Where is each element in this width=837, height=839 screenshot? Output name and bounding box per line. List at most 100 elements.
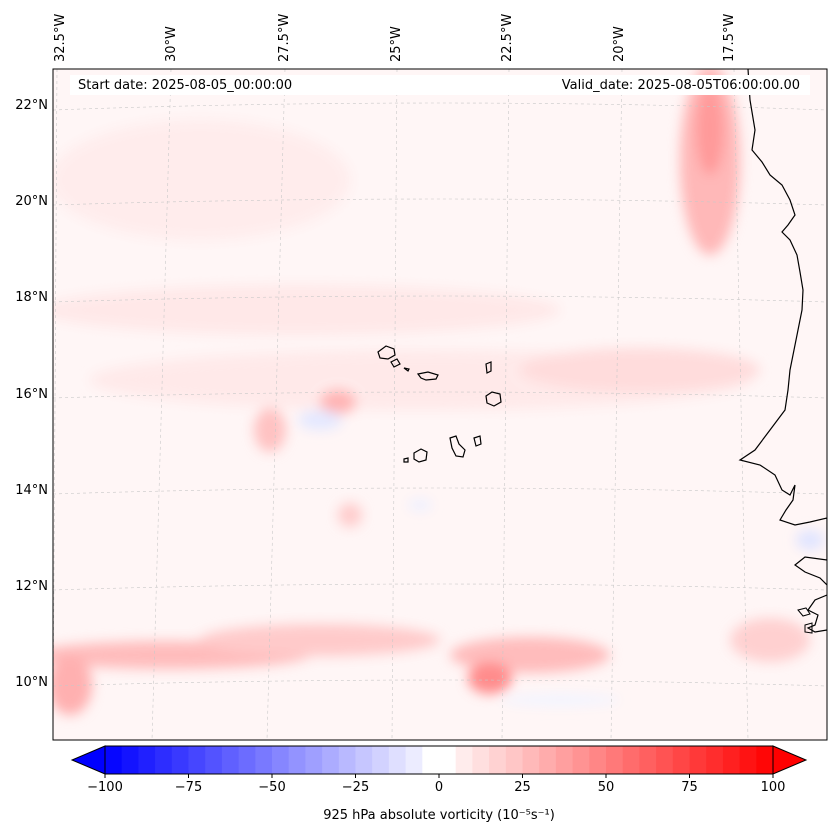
cape-verde-islands — [377, 345, 502, 463]
cb-tick-label-m25: −25 — [341, 780, 370, 795]
colorbar-segment — [372, 746, 390, 774]
vorticity-neg-4 — [500, 694, 620, 706]
colorbar-segment — [522, 746, 540, 774]
lat-label-10n: 10°N — [15, 675, 48, 690]
colorbar-segment — [606, 746, 624, 774]
cb-tick-label-50: 50 — [597, 780, 615, 795]
colorbar-ticks — [104, 774, 774, 778]
cb-tick-label-100: 100 — [760, 780, 786, 795]
vorticity-core-west — [53, 655, 92, 715]
africa-coastline-south — [806, 594, 827, 633]
colorbar-segment — [756, 746, 774, 774]
colorbar-segment — [689, 746, 707, 774]
colorbar-segment — [505, 746, 523, 774]
colorbar-extend-min — [70, 745, 106, 775]
colorbar — [70, 745, 808, 778]
colorbar-segment — [221, 746, 239, 774]
colorbar-segment — [238, 746, 256, 774]
cb-tick-label-m100: −100 — [87, 780, 123, 795]
cb-tick-label-m75: −75 — [174, 780, 203, 795]
colorbar-segment — [706, 746, 724, 774]
colorbar-segment — [455, 746, 473, 774]
vorticity-patch-cv2 — [254, 408, 286, 452]
colorbar-segment — [422, 746, 440, 774]
cb-tick-label-75: 75 — [681, 780, 698, 795]
vorticity-band-south-mid — [200, 624, 440, 656]
island-sao-vicente — [390, 358, 401, 368]
island-maio — [473, 435, 482, 447]
island-santo-antao — [377, 345, 396, 360]
colorbar-segment — [656, 746, 674, 774]
vorticity-patch-cv1 — [320, 390, 356, 414]
colorbar-segment — [105, 746, 123, 774]
island-sal — [485, 361, 492, 374]
island-brava — [403, 457, 409, 463]
island-santiago — [449, 435, 466, 458]
colorbar-segment — [255, 746, 273, 774]
colorbar-label: 925 hPa absolute vorticity (10⁻⁵s⁻¹) — [323, 808, 555, 823]
colorbar-segment — [739, 746, 757, 774]
colorbar-segment — [188, 746, 206, 774]
lat-label-14n: 14°N — [15, 483, 48, 498]
vorticity-band-east — [520, 348, 760, 392]
valid-date-text: Valid_date: 2025-08-05T06:00:00.00 — [561, 78, 800, 93]
colorbar-segment — [171, 746, 189, 774]
colorbar-segment — [288, 746, 306, 774]
vorticity-core-south — [468, 662, 512, 694]
lat-label-12n: 12°N — [15, 579, 48, 594]
colorbar-segment — [405, 746, 423, 774]
island-santa-luzia — [403, 367, 410, 372]
lon-label-32-5w: 32.5°W — [53, 13, 68, 62]
island-fogo — [413, 448, 428, 463]
vorticity-patch-nw — [53, 120, 350, 240]
colorbar-extend-max — [772, 745, 808, 775]
colorbar-segment — [322, 746, 340, 774]
colorbar-segment — [355, 746, 373, 774]
lon-label-17-5w: 17.5°W — [722, 13, 737, 62]
colorbar-segment — [138, 746, 156, 774]
colorbar-segment — [338, 746, 356, 774]
lat-label-16n: 16°N — [15, 387, 48, 402]
africa-coastline — [738, 69, 827, 586]
vorticity-patch-se — [730, 618, 810, 662]
colorbar-segments — [105, 746, 774, 774]
lat-label-20n: 20°N — [15, 194, 48, 209]
colorbar-segment — [388, 746, 406, 774]
header-strip — [70, 75, 810, 95]
lon-label-22-5w: 22.5°W — [500, 13, 515, 62]
vorticity-neg-2 — [796, 530, 824, 550]
start-date-text: Start date: 2025-08-05_00:00:00 — [78, 78, 293, 93]
colorbar-segment — [539, 746, 557, 774]
lon-label-27-5w: 27.5°W — [277, 13, 292, 62]
colorbar-segment — [439, 746, 457, 774]
colorbar-segment — [121, 746, 139, 774]
vorticity-patch-cv3 — [338, 503, 362, 527]
vorticity-neg-1 — [298, 410, 342, 430]
island-boa-vista — [485, 391, 502, 407]
colorbar-segment — [205, 746, 223, 774]
colorbar-segment — [589, 746, 607, 774]
colorbar-segment — [489, 746, 507, 774]
vorticity-field — [53, 69, 827, 740]
vorticity-ridge-coast-core — [696, 85, 724, 175]
vorticity-neg-3 — [408, 499, 432, 511]
lon-label-25w: 25°W — [389, 26, 404, 62]
cb-tick-label-0: 0 — [434, 780, 444, 795]
colorbar-segment — [155, 746, 173, 774]
colorbar-segment — [672, 746, 690, 774]
colorbar-segment — [305, 746, 323, 774]
colorbar-segment — [722, 746, 740, 774]
vorticity-band-north — [53, 285, 560, 335]
colorbar-segment — [272, 746, 290, 774]
lon-label-30w: 30°W — [164, 26, 179, 62]
colorbar-segment — [555, 746, 573, 774]
colorbar-segment — [572, 746, 590, 774]
cb-tick-label-25: 25 — [514, 780, 531, 795]
coast-islands-se — [797, 607, 813, 634]
cb-tick-label-m50: −50 — [258, 780, 286, 795]
lat-label-22n: 22°N — [15, 98, 48, 113]
lon-label-20w: 20°W — [612, 26, 627, 62]
island-sao-nicolau — [416, 371, 439, 381]
lat-label-18n: 18°N — [15, 290, 48, 305]
